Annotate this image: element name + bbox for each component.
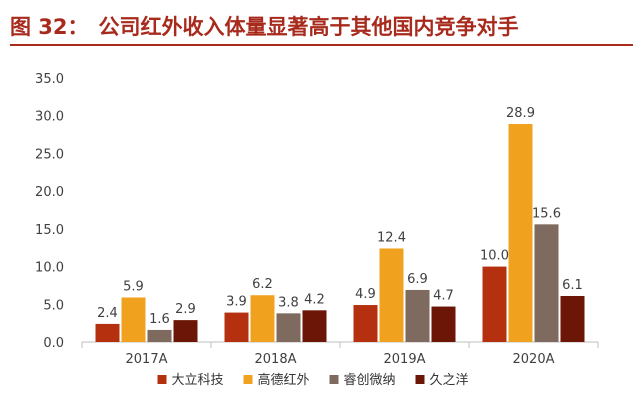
y-tick-label: 25.0	[35, 147, 64, 162]
data-label: 3.8	[278, 295, 299, 310]
y-tick-label: 35.0	[35, 72, 64, 87]
data-label: 5.9	[123, 279, 144, 294]
legend-swatch	[329, 375, 339, 384]
bar-chart: 0.0 5.0 10.0 15.0 20.0 25.0 30.0 35.0 2.4 5.9 1.6 2…	[35, 72, 599, 388]
y-tick-label: 20.0	[35, 185, 64, 200]
y-tick-label: 10.0	[35, 261, 64, 276]
bar	[405, 289, 430, 342]
title-bar: 图 32： 公司红外收入体量显著高于其他国内竞争对手	[10, 8, 633, 46]
bar	[95, 323, 120, 342]
bar	[276, 313, 301, 342]
x-tick-label: 2020A	[513, 352, 555, 367]
data-label: 1.6	[149, 312, 170, 327]
bar	[534, 224, 559, 342]
data-label: 2.4	[97, 306, 118, 321]
y-tick-label: 5.0	[43, 298, 64, 313]
data-label: 6.9	[407, 272, 428, 287]
bar	[379, 248, 404, 342]
legend-swatch	[415, 375, 425, 384]
data-label: 28.9	[506, 106, 535, 121]
x-tick-label: 2018A	[255, 352, 297, 367]
x-tick-label: 2019A	[384, 352, 426, 367]
y-tick-label: 0.0	[43, 336, 64, 351]
bar	[302, 310, 327, 342]
legend-swatch	[157, 375, 167, 384]
bar	[353, 305, 378, 342]
bar	[560, 295, 585, 342]
data-label: 6.2	[252, 277, 273, 292]
legend-label: 高德红外	[258, 372, 310, 388]
y-tick-label: 30.0	[35, 110, 64, 125]
bar	[121, 297, 146, 342]
chart-title: 公司红外收入体量显著高于其他国内竞争对手	[98, 15, 519, 39]
legend-label: 大立科技	[172, 373, 224, 388]
data-label: 4.7	[433, 289, 454, 304]
legend-swatch	[243, 375, 253, 384]
bar	[173, 320, 198, 342]
x-tick-label: 2017A	[126, 352, 168, 367]
bar	[224, 312, 249, 342]
data-label: 10.0	[480, 249, 509, 264]
legend-label: 睿创微纳	[344, 373, 396, 388]
bar	[482, 266, 507, 342]
bar	[508, 124, 533, 342]
data-label: 12.4	[377, 230, 406, 245]
bar	[250, 295, 275, 342]
data-label: 15.6	[532, 206, 561, 221]
data-label: 4.2	[304, 292, 325, 307]
data-label: 2.9	[175, 302, 196, 317]
legend-label: 久之洋	[430, 373, 469, 388]
data-label: 6.1	[562, 278, 583, 293]
y-tick-label: 15.0	[35, 223, 64, 238]
figure-number: 图 32：	[10, 15, 89, 39]
bar	[431, 306, 456, 342]
data-label: 4.9	[355, 287, 376, 302]
data-label: 3.9	[226, 295, 247, 310]
bar	[147, 329, 172, 342]
